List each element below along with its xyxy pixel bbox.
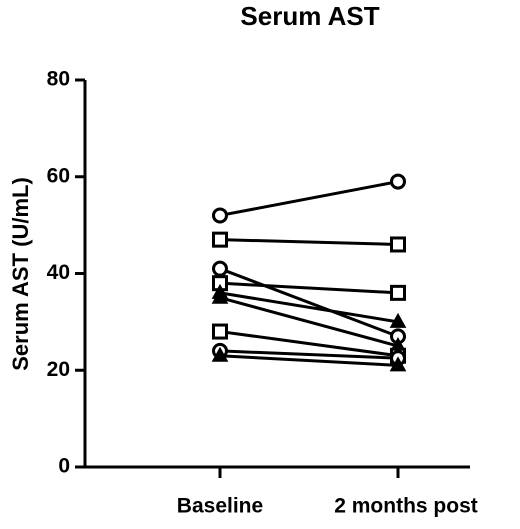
y-axis-label: Serum AST (U/mL) [8, 177, 33, 371]
point [390, 173, 406, 190]
series-line [219, 267, 399, 338]
series-line [219, 291, 399, 324]
point [390, 284, 406, 301]
series-line [219, 238, 399, 246]
point [212, 207, 228, 224]
point [212, 260, 228, 277]
series-line [219, 330, 399, 358]
point [212, 231, 228, 248]
series-line [219, 349, 399, 360]
series-line [219, 180, 399, 217]
y-tick-label: 60 [47, 164, 70, 187]
series-line [219, 281, 399, 295]
point [211, 346, 229, 362]
x-tick-label: Baseline [177, 495, 263, 518]
y-tick-label: 0 [58, 455, 70, 478]
chart-title: Serum AST [240, 1, 379, 31]
point [211, 288, 229, 304]
point [212, 323, 228, 340]
y-tick-label: 40 [47, 261, 70, 284]
y-tick-label: 80 [47, 68, 70, 91]
y-tick-label: 20 [47, 358, 70, 381]
point [390, 236, 406, 253]
series-line [219, 296, 399, 348]
x-tick-label: 2 months post [334, 495, 478, 518]
point [389, 312, 407, 328]
series-line [219, 354, 399, 367]
point [389, 356, 407, 372]
